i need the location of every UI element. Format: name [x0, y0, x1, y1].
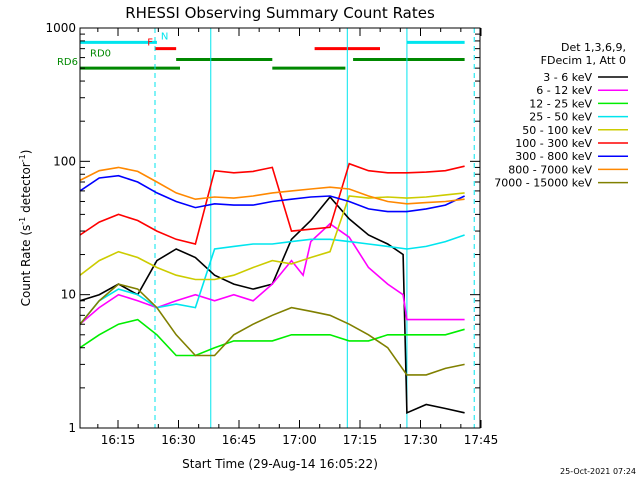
y-axis-label-part2: detector — [19, 162, 33, 217]
legend-entry-label: 6 - 12 keV — [536, 84, 592, 97]
legend-entry-label: 12 - 25 keV — [529, 97, 592, 110]
y-tick-label: 100 — [53, 154, 76, 168]
legend: Det 1,3,6,9, FDecim 1, Att 0 3 - 6 keV6 … — [494, 41, 628, 190]
vertical-markers — [154, 28, 475, 428]
series-line — [79, 162, 465, 245]
flag-rd6-label: RD6 — [57, 57, 78, 68]
legend-entry-label: 300 - 800 keV — [515, 150, 592, 163]
y-axis-ticks: 1 10 100 1000 — [45, 21, 480, 435]
legend-entry-label: 800 - 7000 keV — [508, 163, 592, 176]
plot-frame — [79, 27, 481, 429]
flag-bars: NF RD0 RD6 — [57, 31, 465, 70]
y-axis-label-part3: ) — [19, 150, 33, 155]
y-tick-label: 1000 — [45, 21, 76, 35]
y-axis-label: Count Rate (s-1 detector-1) — [18, 150, 33, 307]
series-line — [79, 234, 465, 325]
series-line — [79, 192, 465, 281]
legend-entry-label: 50 - 100 keV — [522, 124, 592, 137]
series-line — [79, 318, 465, 357]
flag-rd0-label: RD0 — [90, 49, 111, 60]
x-tick-label: 17:15 — [343, 433, 378, 447]
legend-header-line1: Det 1,3,6,9, — [561, 41, 626, 54]
y-axis-label-sup1: -1 — [18, 217, 27, 225]
series-lines — [79, 162, 465, 415]
y-axis-label-sup2: -1 — [18, 154, 27, 162]
series-line — [79, 174, 465, 213]
legend-entry-label: 3 - 6 keV — [543, 71, 592, 84]
y-axis-label-part1: Count Rate (s — [19, 225, 33, 307]
legend-entry-label: 100 - 300 keV — [515, 137, 592, 150]
x-tick-label: 17:30 — [403, 433, 438, 447]
chart-title: RHESSI Observing Summary Count Rates — [125, 4, 435, 22]
series-line — [79, 222, 465, 325]
x-tick-label: 17:00 — [282, 433, 317, 447]
x-tick-label: 16:15 — [101, 433, 136, 447]
y-tick-label: 10 — [61, 288, 76, 302]
flag-f-label: F — [147, 38, 153, 49]
x-tick-label: 17:45 — [464, 433, 499, 447]
series-line — [79, 166, 465, 205]
x-tick-label: 16:45 — [222, 433, 257, 447]
x-axis-label: Start Time (29-Aug-14 16:05:22) — [182, 457, 378, 471]
x-tick-label: 16:30 — [161, 433, 196, 447]
legend-entry-label: 25 - 50 keV — [529, 111, 592, 124]
legend-header-line2: FDecim 1, Att 0 — [541, 54, 626, 67]
legend-entry-label: 7000 - 15000 keV — [494, 177, 592, 190]
series-line — [79, 283, 465, 376]
x-axis-ticks: 16:15 16:30 16:45 17:00 17:15 17:30 17:45 — [97, 28, 499, 447]
flag-n-label: N — [161, 31, 168, 42]
footer-date: 25-Oct-2021 07:24 — [560, 467, 636, 476]
y-tick-label: 1 — [68, 421, 76, 435]
